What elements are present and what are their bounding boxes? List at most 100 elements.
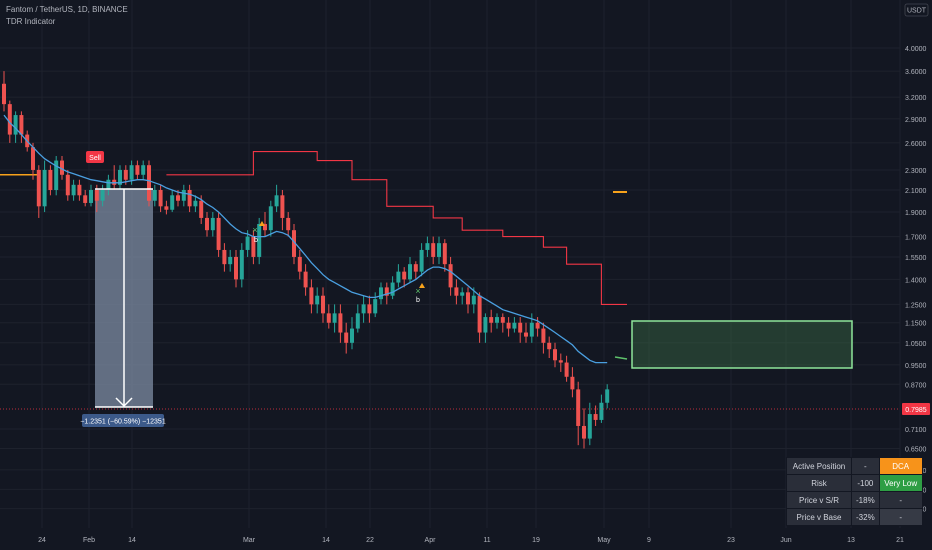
candle-body bbox=[141, 165, 146, 175]
candle-body bbox=[396, 271, 401, 283]
candle-body bbox=[65, 174, 70, 196]
candle bbox=[164, 200, 169, 215]
candle-body bbox=[129, 165, 134, 180]
candle-body bbox=[13, 115, 18, 135]
candle bbox=[564, 355, 569, 382]
candle bbox=[60, 156, 64, 180]
candle bbox=[593, 405, 598, 426]
candle-body bbox=[89, 189, 93, 203]
candle-body bbox=[280, 195, 285, 218]
candle bbox=[529, 313, 534, 343]
candle-body bbox=[100, 189, 105, 201]
candle bbox=[216, 212, 221, 257]
price-tick-label: 2.1000 bbox=[905, 188, 927, 195]
price-axis[interactable]: 4.0000 3.6000 3.2000 2.9000 2.6000 2.3000 2.10… bbox=[905, 46, 927, 514]
time-tick-label: 11 bbox=[483, 537, 490, 544]
candle bbox=[89, 184, 93, 207]
candle bbox=[477, 292, 482, 343]
candle-body bbox=[2, 83, 6, 105]
candle-body bbox=[500, 317, 505, 323]
candle-body bbox=[158, 189, 163, 207]
candle bbox=[599, 394, 604, 423]
candle bbox=[158, 184, 163, 213]
candle-body bbox=[587, 414, 592, 439]
candle bbox=[454, 279, 459, 305]
candle-body bbox=[466, 292, 470, 305]
candle bbox=[605, 384, 610, 409]
candle bbox=[500, 313, 505, 333]
candle-body bbox=[367, 304, 372, 314]
candle-body bbox=[135, 165, 140, 175]
candle bbox=[263, 212, 267, 237]
candle-body bbox=[263, 223, 267, 231]
candle-body bbox=[564, 362, 569, 377]
candle-body bbox=[123, 169, 128, 180]
candle-body bbox=[390, 282, 395, 296]
candle-body bbox=[274, 195, 279, 207]
candle-body bbox=[350, 328, 354, 343]
candle-body bbox=[222, 249, 227, 265]
price-tick-label: 0.6500 bbox=[905, 447, 927, 454]
position-table: Active Position - DCA Risk -100 Very Low… bbox=[786, 457, 923, 526]
candle-body bbox=[321, 295, 325, 314]
candle bbox=[489, 309, 494, 333]
candle bbox=[518, 317, 523, 343]
candle-body bbox=[582, 425, 586, 439]
candle-body bbox=[228, 256, 233, 265]
candle bbox=[466, 287, 470, 314]
indicator-title: TDR Indicator bbox=[6, 17, 56, 26]
price-tick-label: 3.2000 bbox=[905, 95, 927, 102]
candle bbox=[71, 179, 76, 201]
candle bbox=[193, 195, 198, 213]
candle bbox=[19, 111, 24, 143]
candle bbox=[471, 287, 476, 314]
candle-body bbox=[309, 287, 314, 305]
candle-body bbox=[205, 217, 209, 231]
candle-body bbox=[558, 360, 563, 363]
candle bbox=[361, 295, 366, 323]
row-mid: -32% bbox=[851, 508, 880, 526]
table-row: Risk -100 Very Low bbox=[786, 474, 923, 492]
candle bbox=[326, 304, 331, 329]
price-tick-label: 4.0000 bbox=[905, 46, 927, 53]
table-row: Price v Base -32% - bbox=[786, 508, 923, 526]
b-marker-2: b bbox=[416, 297, 420, 304]
candle-body bbox=[303, 271, 308, 288]
candle-body bbox=[19, 115, 24, 135]
candle bbox=[460, 287, 465, 305]
currency-button-bg[interactable] bbox=[904, 3, 929, 17]
row-value: DCA bbox=[878, 457, 923, 475]
candle-body bbox=[181, 189, 186, 201]
candle-body bbox=[187, 189, 192, 207]
row-value: Very Low bbox=[878, 474, 923, 492]
candle-body bbox=[379, 287, 383, 300]
candle-body bbox=[419, 249, 424, 272]
b-marker-1: b bbox=[254, 237, 258, 244]
candle bbox=[268, 200, 273, 237]
up-triangle-1 bbox=[259, 221, 265, 226]
time-tick-label: 14 bbox=[322, 537, 330, 544]
time-tick-label: Apr bbox=[425, 537, 437, 544]
x-marker-2: × bbox=[415, 286, 420, 296]
candle bbox=[350, 317, 354, 350]
table-row: Active Position - DCA bbox=[786, 457, 923, 475]
candle bbox=[228, 249, 233, 272]
candle bbox=[31, 142, 35, 180]
candle bbox=[483, 313, 488, 343]
candle bbox=[65, 169, 70, 201]
candle bbox=[297, 249, 302, 280]
time-tick-label: Mar bbox=[243, 537, 256, 544]
price-tick-label: 0.8700 bbox=[905, 382, 927, 389]
candle bbox=[402, 267, 407, 288]
candle-body bbox=[524, 332, 528, 337]
candle-body bbox=[338, 313, 343, 333]
candle-body bbox=[425, 243, 430, 250]
candle-body bbox=[506, 322, 511, 329]
candle-body bbox=[315, 295, 320, 305]
candle bbox=[77, 179, 82, 201]
candle bbox=[547, 336, 552, 359]
currency-button[interactable]: USDT bbox=[907, 8, 927, 15]
candle bbox=[315, 287, 320, 314]
time-axis[interactable]: 24 Feb 14 Mar 14 22 Apr 11 19 May 9 23 Jun 13 21 bbox=[38, 537, 904, 544]
